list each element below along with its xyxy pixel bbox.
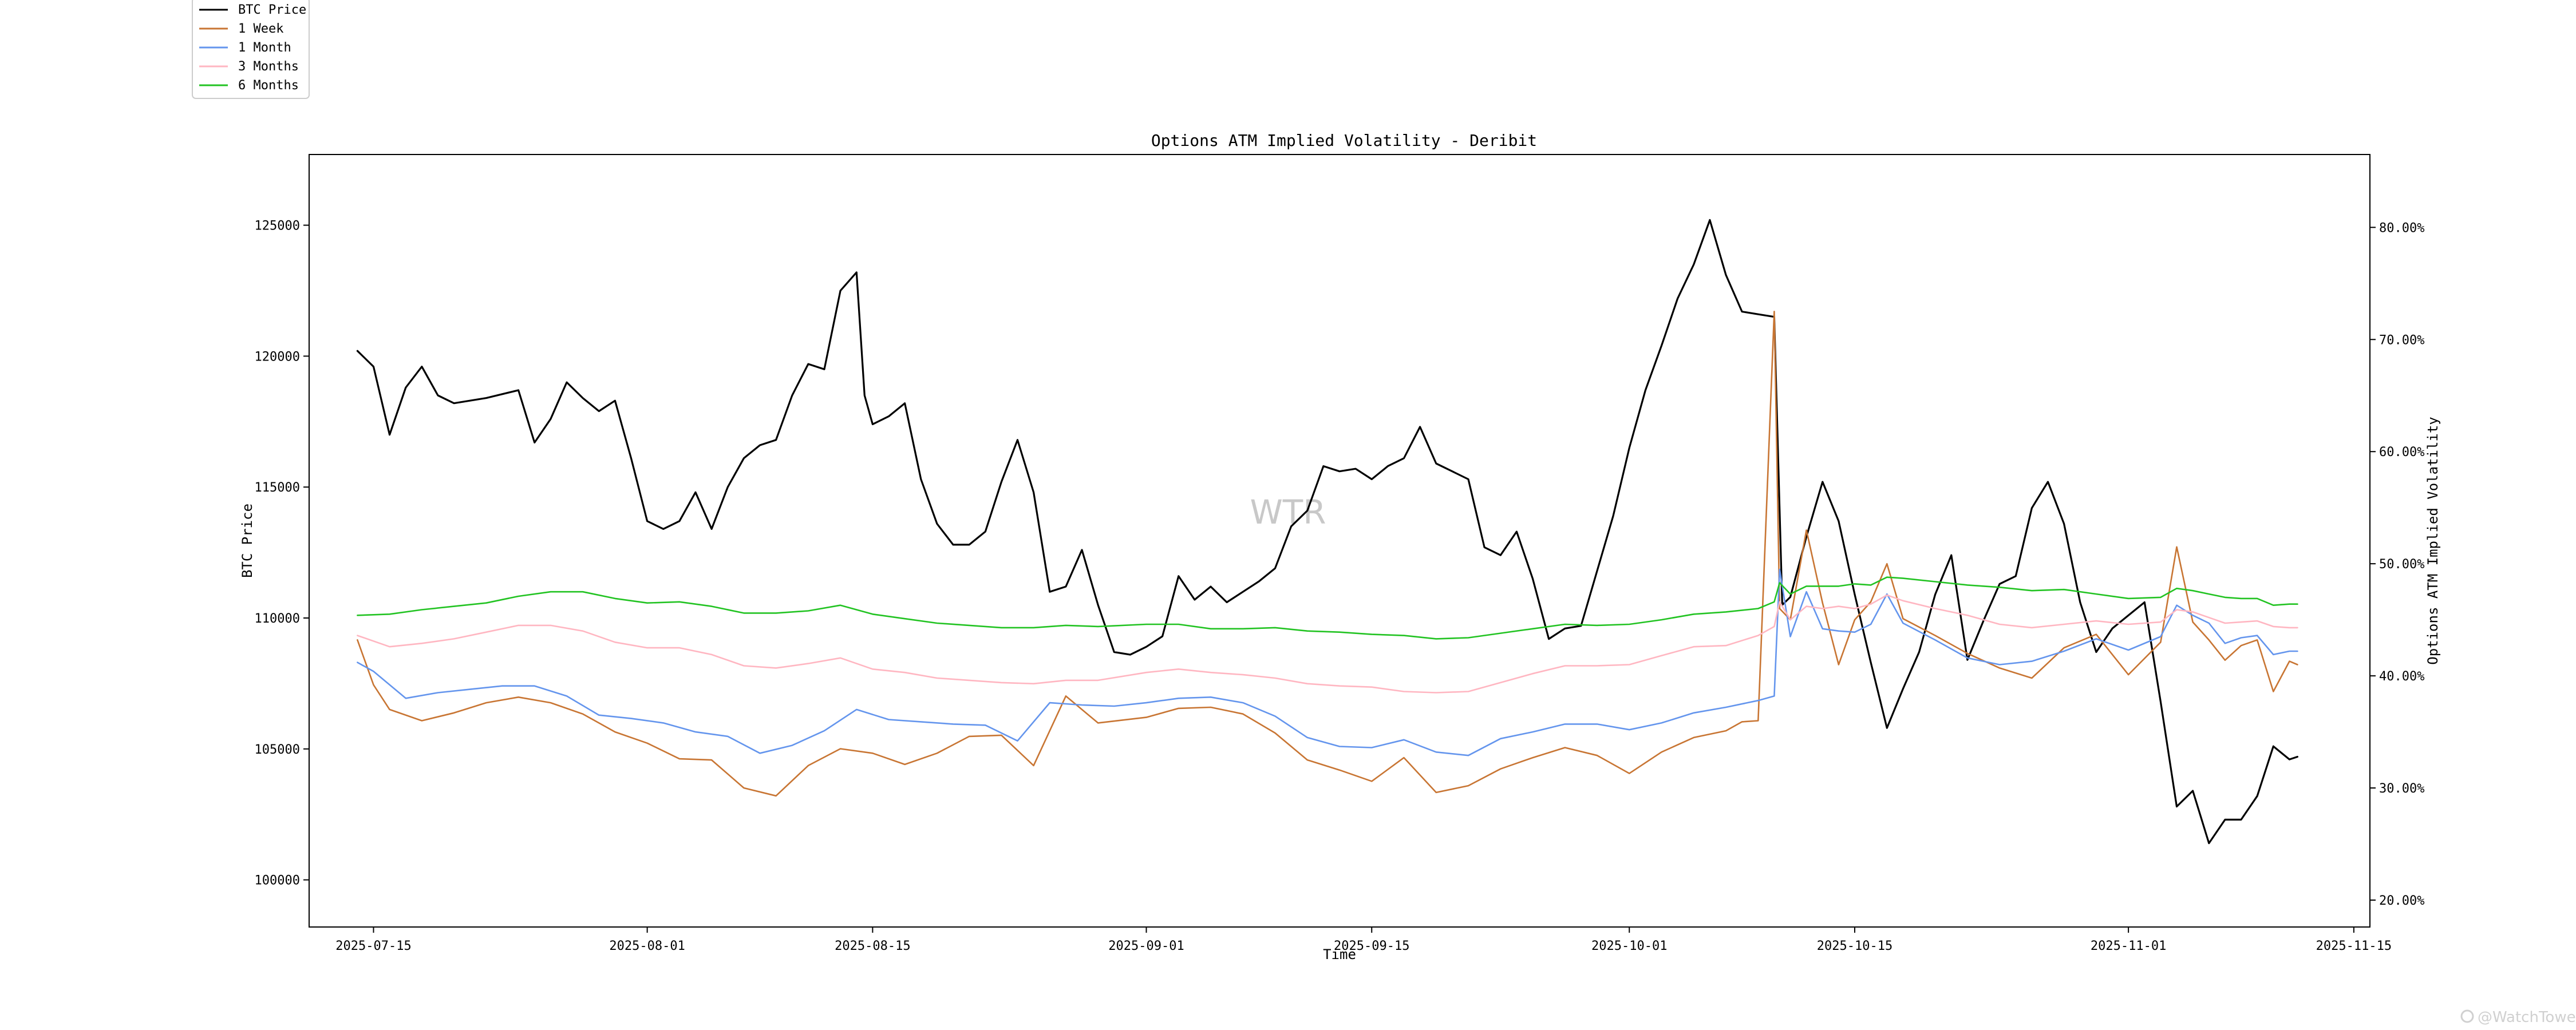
y-right-tick-label: 70.00% bbox=[2379, 333, 2424, 347]
series-line-1-month bbox=[357, 568, 2298, 756]
legend-label-3-months: 3 Months bbox=[238, 60, 299, 74]
y-right-tick-label: 20.00% bbox=[2379, 894, 2424, 908]
x-tick-label: 2025-11-01 bbox=[2091, 939, 2166, 953]
y-axis-left-label: BTC Price bbox=[239, 504, 255, 578]
plot-area bbox=[309, 154, 2370, 928]
x-tick-label: 2025-08-01 bbox=[609, 939, 685, 953]
series-line-1-week bbox=[357, 310, 2298, 797]
y-axis-right: 20.00% 30.00% 40.00% 50.00% 60.00% 70.00% 80.0… bbox=[2370, 221, 2424, 908]
legend-label-6-months: 6 Months bbox=[238, 78, 299, 93]
watermark: WTR bbox=[1250, 493, 1326, 532]
y-left-tick-label: 125000 bbox=[255, 219, 300, 233]
legend-items: BTC Price 1 Week 1 Month 3 Months 6 Months bbox=[199, 3, 306, 93]
footer-watermark-text: @WatchTowerR bbox=[2478, 1009, 2576, 1026]
x-tick-label: 2025-11-15 bbox=[2316, 939, 2392, 953]
y-right-tick-label: 80.00% bbox=[2379, 221, 2424, 235]
y-left-tick-label: 100000 bbox=[255, 874, 300, 888]
legend-label-btc-price: BTC Price bbox=[238, 3, 306, 17]
x-axis: 2025-07-15 2025-08-01 2025-08-15 2025-09-01… bbox=[335, 927, 2392, 953]
x-tick-label: 2025-08-15 bbox=[835, 939, 910, 953]
y-axis-left: 100000 105000 110000 115000 120000 125000 bbox=[255, 219, 309, 888]
series-layer bbox=[356, 219, 2298, 845]
y-right-tick-label: 60.00% bbox=[2379, 445, 2424, 459]
legend-label-1-month: 1 Month bbox=[238, 41, 291, 55]
plot-frame bbox=[309, 154, 2370, 928]
legend-label-1-week: 1 Week bbox=[238, 22, 283, 36]
x-tick-label: 2025-09-15 bbox=[1334, 939, 1409, 953]
chart-title: Options ATM Implied Volatility - Deribit bbox=[1151, 131, 1537, 150]
series-line-btc-price bbox=[356, 219, 2298, 845]
y-left-tick-label: 110000 bbox=[255, 612, 300, 626]
x-axis-label: Time bbox=[1323, 946, 1356, 962]
series-line-3-months bbox=[357, 594, 2298, 694]
y-left-tick-label: 115000 bbox=[255, 481, 300, 495]
x-tick-label: 2025-10-15 bbox=[1817, 939, 1893, 953]
watermark-logo-icon bbox=[2460, 1009, 2474, 1023]
x-tick-label: 2025-10-01 bbox=[1591, 939, 1667, 953]
y-left-tick-label: 120000 bbox=[255, 350, 300, 364]
y-right-tick-label: 30.00% bbox=[2379, 782, 2424, 796]
x-tick-label: 2025-09-01 bbox=[1108, 939, 1184, 953]
legend-frame bbox=[192, 0, 310, 99]
footer-watermark: @WatchTowerR bbox=[2460, 1009, 2576, 1026]
legend: BTC Price 1 Week 1 Month 3 Months 6 Months bbox=[192, 0, 310, 99]
y-left-tick-label: 105000 bbox=[255, 743, 300, 757]
y-axis-right-label: Options ATM Implied Volatility bbox=[2425, 417, 2441, 664]
y-right-tick-label: 40.00% bbox=[2379, 670, 2424, 684]
x-tick-label: 2025-07-15 bbox=[335, 939, 411, 953]
series-line-6-months bbox=[357, 576, 2298, 640]
y-right-tick-label: 50.00% bbox=[2379, 557, 2424, 572]
